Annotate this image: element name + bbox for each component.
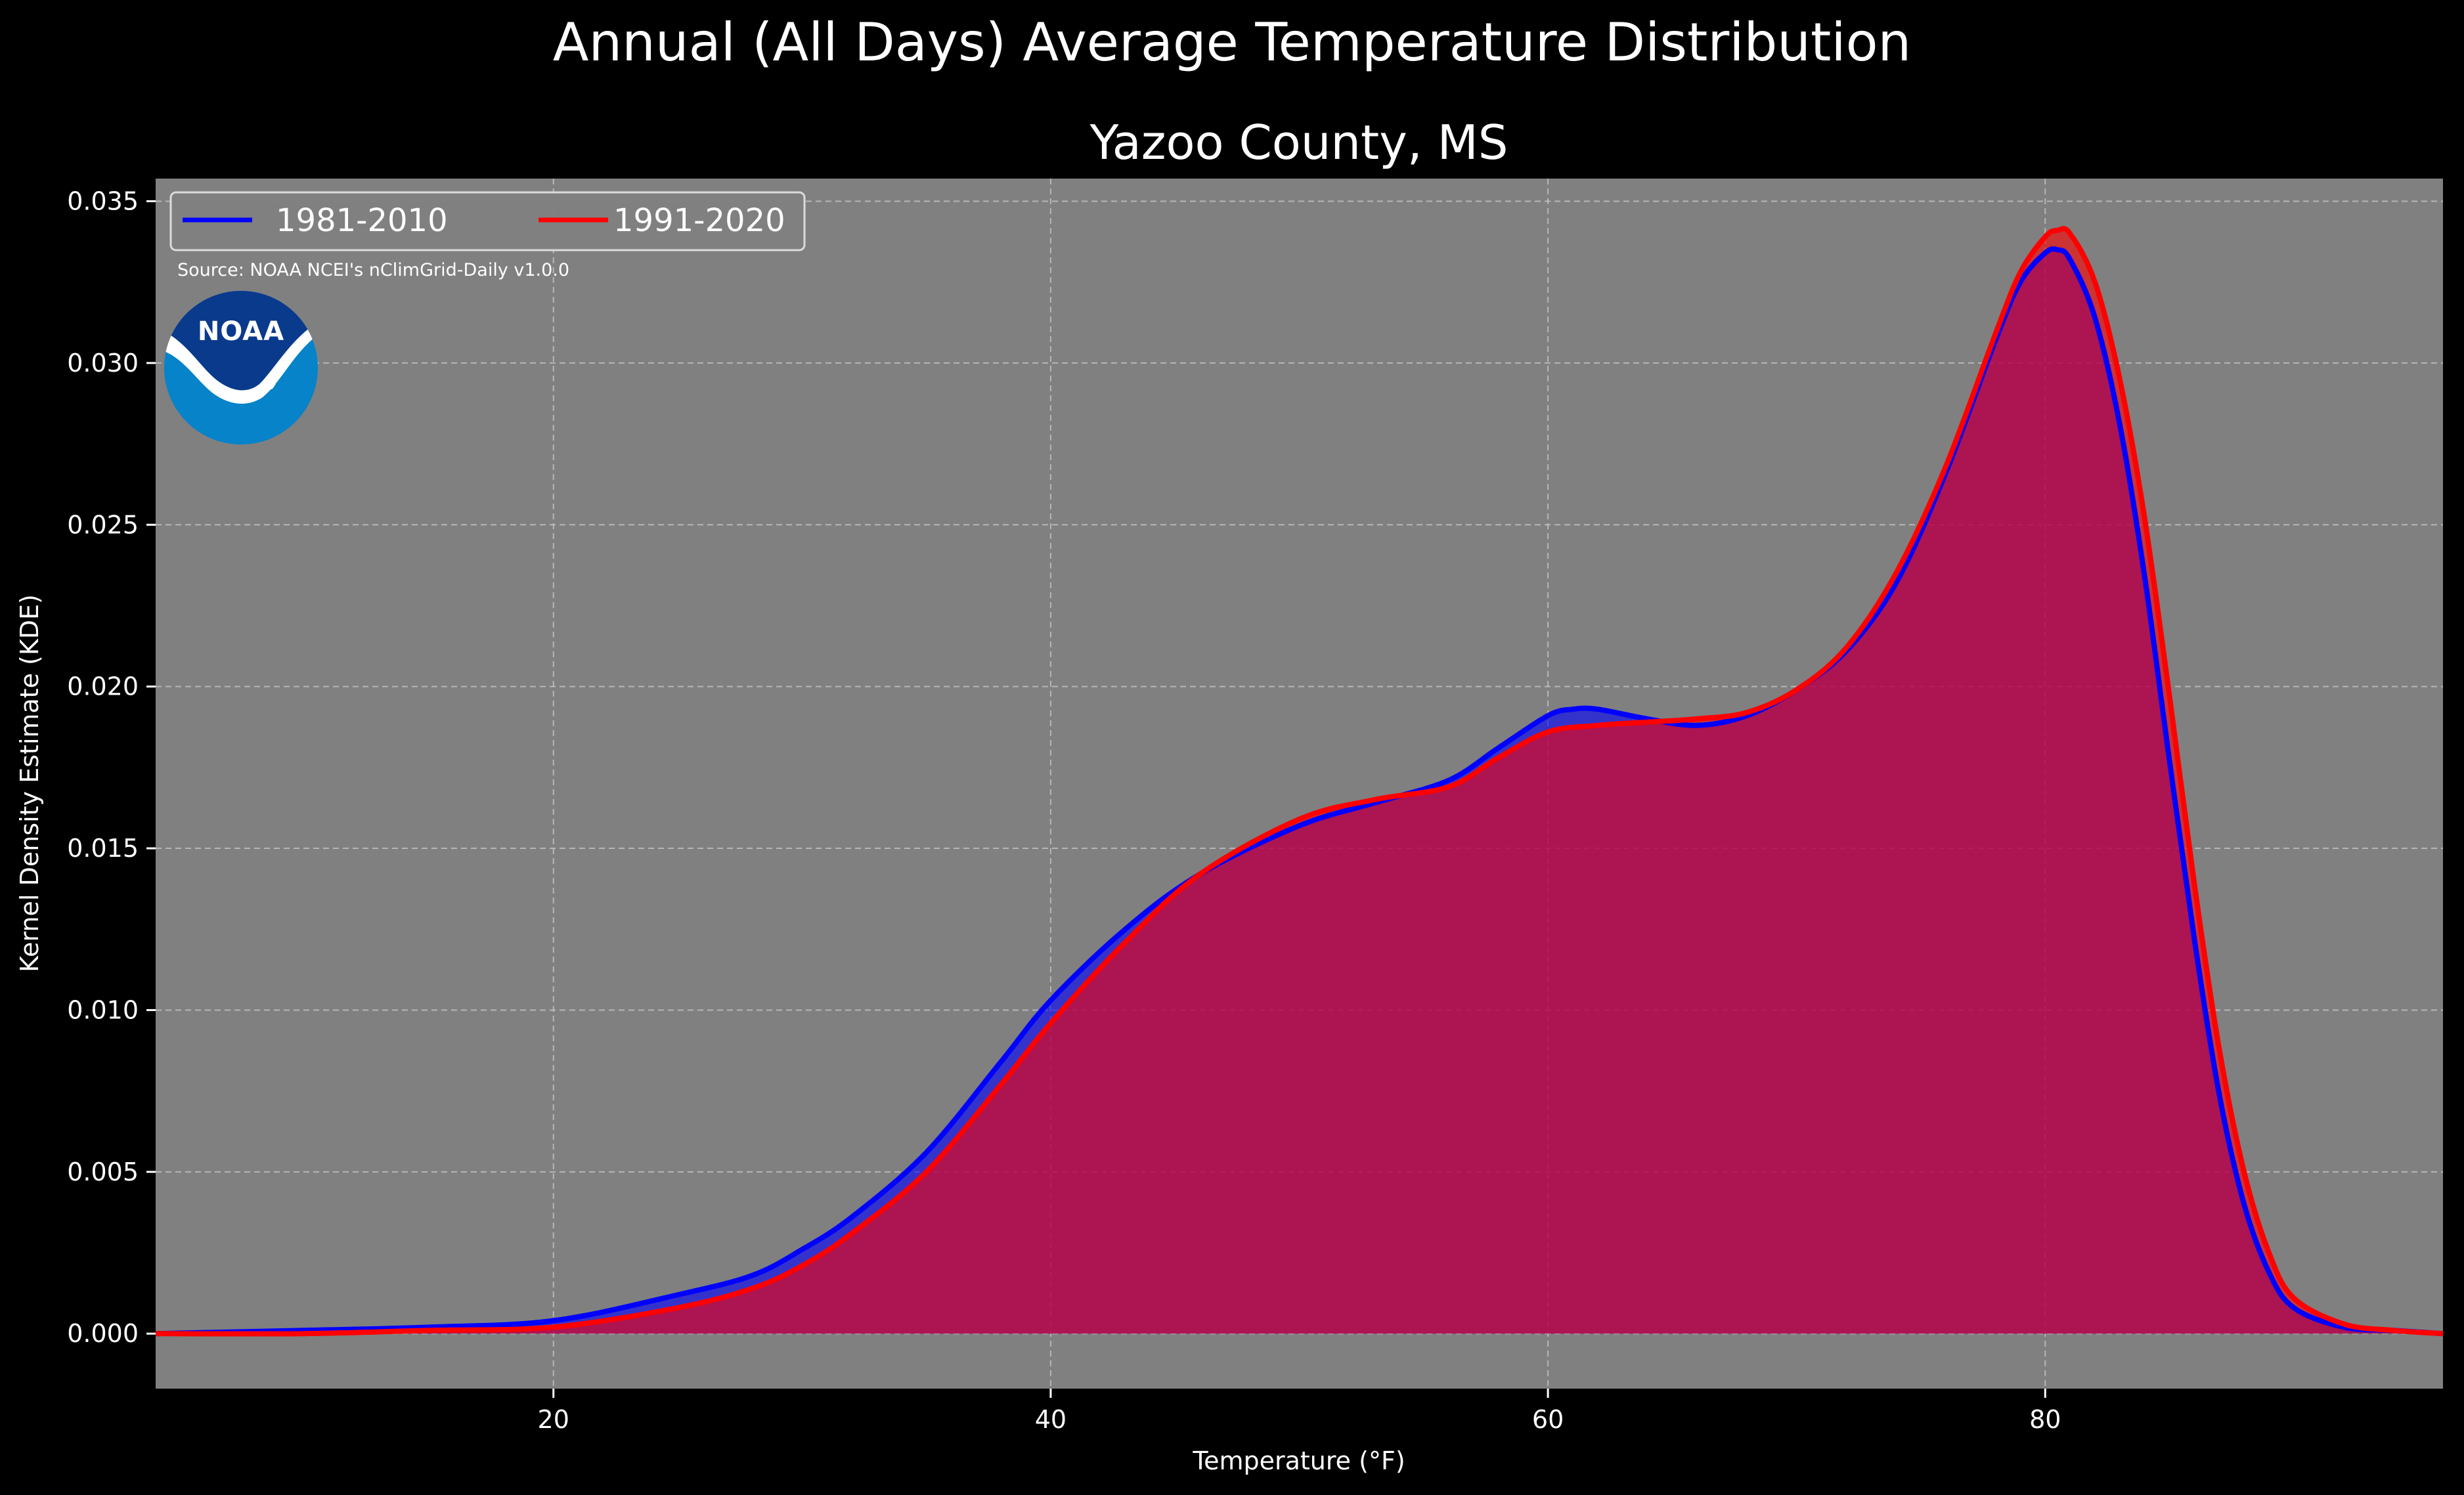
series-lines	[155, 226, 2444, 1337]
y-tick-label: 0.035	[67, 186, 139, 215]
y-tick-label: 0.005	[67, 1158, 139, 1186]
legend-label-1991-2020: 1991-2020	[613, 202, 785, 239]
x-tick-label: 80	[2029, 1405, 2061, 1434]
noaa-logo-text: NOAA	[198, 316, 284, 347]
line-1991-2020	[155, 226, 2444, 1337]
chart-subtitle: Yazoo County, MS	[1089, 115, 1508, 170]
x-axis-label: Temperature (°F)	[1192, 1446, 1405, 1475]
legend-box	[169, 191, 806, 251]
y-tick-label: 0.020	[67, 672, 139, 701]
source-note: Source: NOAA NCEI's nClimGrid-Daily v1.0…	[177, 260, 569, 280]
area-1991-2020	[156, 228, 2443, 1334]
chart-title: Annual (All Days) Average Temperature Di…	[553, 12, 1911, 73]
legend: 1981-2010 1991-2020	[169, 191, 806, 251]
y-axis-ticks: 0.000 0.005 0.010 0.015 0.020 0.025 0.030 0.035	[67, 186, 156, 1348]
series-areas	[156, 228, 2443, 1334]
line-1981-2010	[155, 246, 2444, 1337]
legend-label-1981-2010: 1981-2010	[276, 202, 448, 239]
y-tick-label: 0.030	[67, 349, 139, 378]
y-tick-label: 0.010	[67, 995, 139, 1024]
noaa-logo: NOAA	[164, 291, 318, 444]
y-axis-label: Kernel Density Estimate (KDE)	[15, 594, 44, 972]
x-tick-label: 20	[538, 1405, 569, 1434]
x-tick-label: 40	[1035, 1405, 1067, 1434]
x-axis-ticks: 20 40 60 80	[538, 1389, 2061, 1434]
y-tick-label: 0.000	[67, 1319, 139, 1348]
x-tick-label: 60	[1532, 1405, 1564, 1434]
y-tick-label: 0.025	[67, 510, 139, 539]
y-tick-label: 0.015	[67, 834, 139, 863]
